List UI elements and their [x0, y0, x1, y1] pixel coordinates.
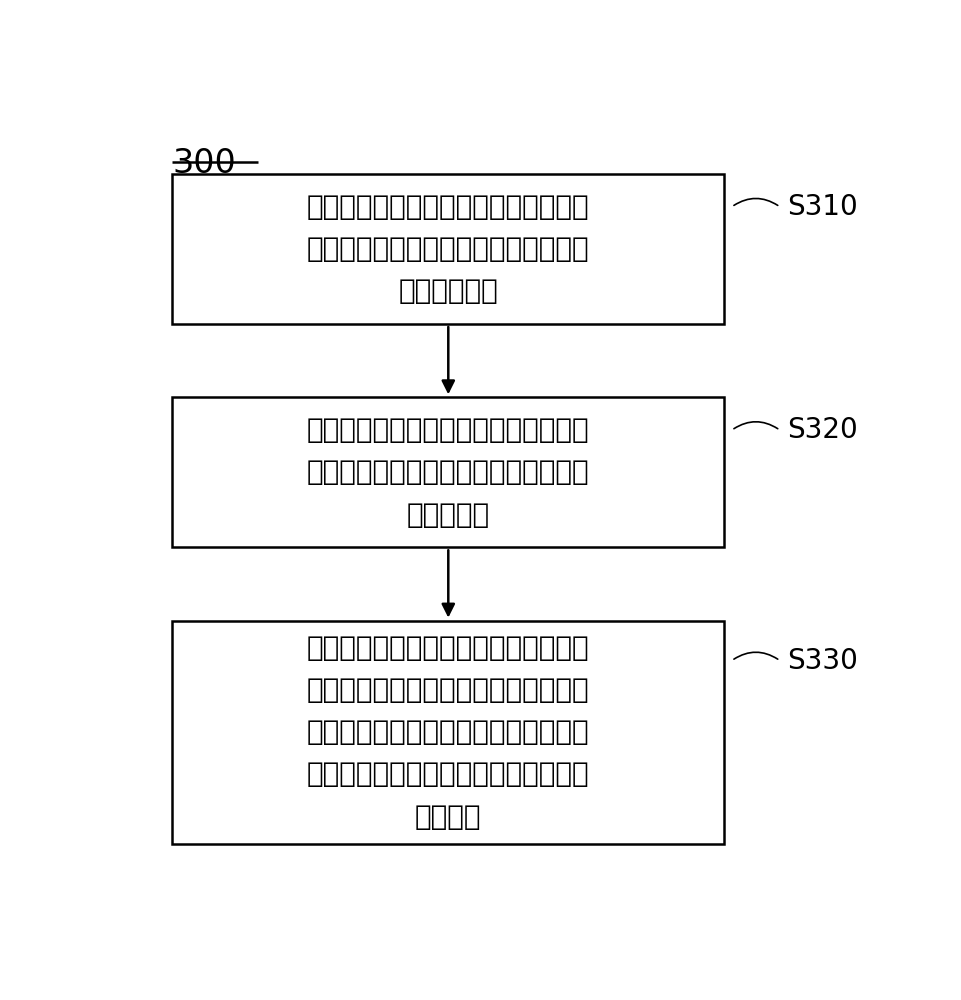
Text: S330: S330: [787, 647, 857, 675]
Text: 获取分布式系统中各服务器节点的性能
数据，该性能数据用于表征服务器节点
的资源占用率: 获取分布式系统中各服务器节点的性能 数据，该性能数据用于表征服务器节点 的资源占…: [307, 193, 589, 305]
Text: 基于各服务器节点的性能数据，调整至
少一个服务器节点的限流参数，以使得
放入至少一个服务器节点的令牌桶的令
牌数量匹配于至少一个服务器节点的资
源占用率: 基于各服务器节点的性能数据，调整至 少一个服务器节点的限流参数，以使得 放入至少…: [307, 634, 589, 831]
FancyBboxPatch shape: [172, 397, 724, 547]
Text: 300: 300: [172, 147, 236, 180]
Text: S310: S310: [787, 193, 857, 221]
FancyBboxPatch shape: [172, 174, 724, 324]
FancyBboxPatch shape: [172, 620, 724, 844]
Text: 获取各服务器节点的限流参数，该限流
参数用于限制放入服务器节点的令牌桶
的令牌数量: 获取各服务器节点的限流参数，该限流 参数用于限制放入服务器节点的令牌桶 的令牌数…: [307, 416, 589, 529]
Text: S320: S320: [787, 416, 857, 444]
